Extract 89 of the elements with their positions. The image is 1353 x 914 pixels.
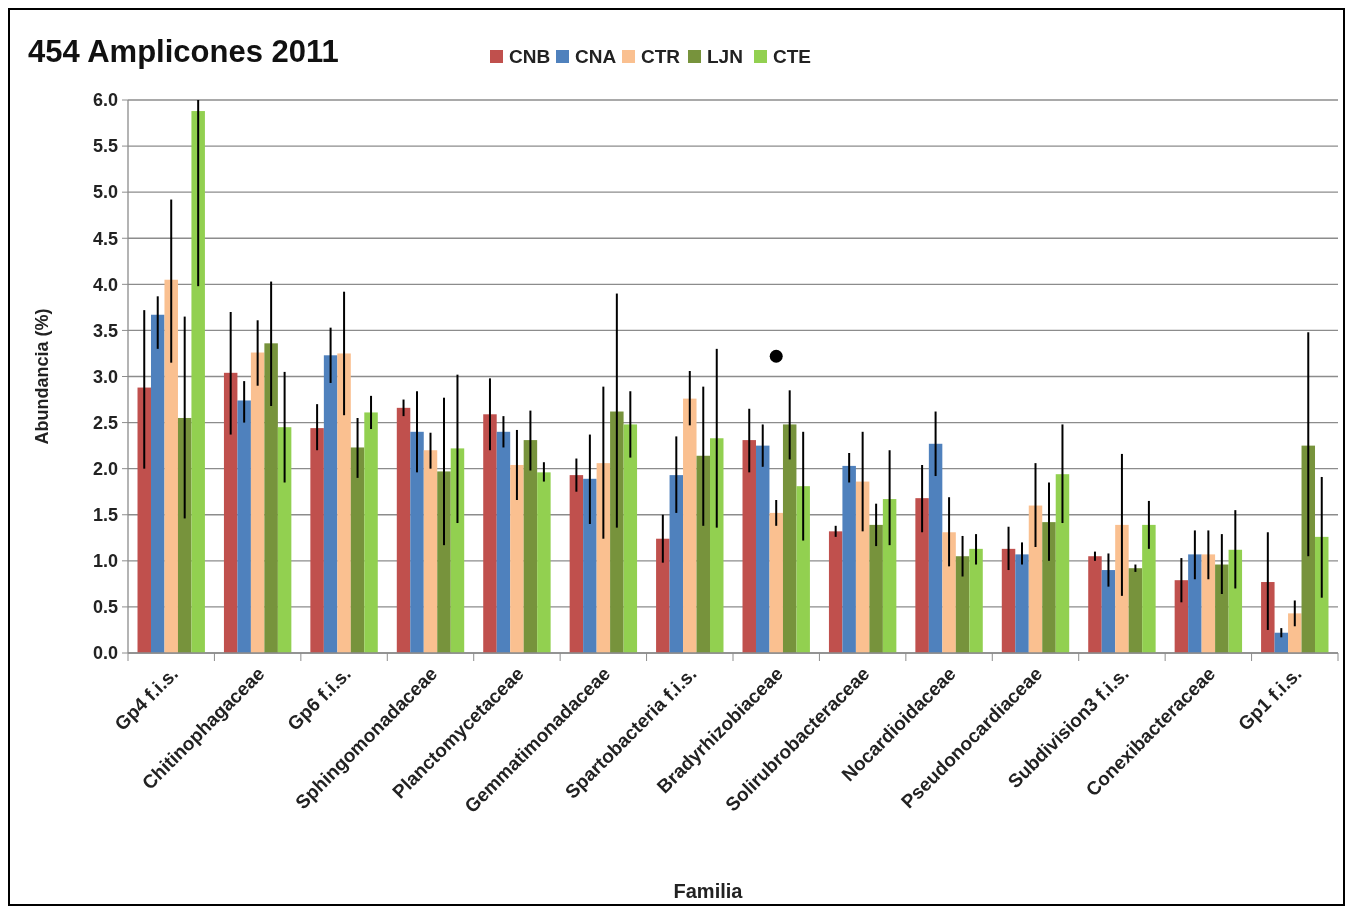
bar [710, 438, 724, 653]
bar [1015, 554, 1029, 653]
bar [1028, 505, 1043, 653]
legend-label: CTR [641, 46, 681, 67]
bar [410, 431, 424, 653]
bar [782, 424, 797, 653]
legend-label: LJN [707, 46, 743, 67]
bar [1115, 524, 1129, 653]
bar [310, 428, 324, 653]
bar [1261, 582, 1275, 653]
bar [1001, 548, 1016, 653]
y-tick-label: 3.5 [92, 320, 118, 341]
bar [942, 532, 956, 653]
x-tick-label: Gp1 f.i.s. [1234, 662, 1306, 735]
bar [250, 352, 265, 653]
bar [969, 548, 983, 653]
bar [1142, 524, 1156, 653]
bar [337, 353, 351, 653]
bar [1228, 549, 1243, 653]
bar [1128, 568, 1143, 653]
y-tick-label: 2.0 [92, 458, 118, 479]
bar [842, 465, 856, 653]
bar [1101, 570, 1116, 653]
bar [669, 475, 684, 653]
bar [915, 498, 929, 653]
bar [1088, 556, 1102, 653]
bar [569, 475, 584, 653]
x-axis-title: Familia [673, 880, 744, 902]
bar [855, 481, 870, 653]
bar [396, 407, 411, 653]
y-tick-label: 6.0 [92, 90, 118, 111]
bar [1215, 564, 1229, 653]
bar [755, 445, 770, 653]
y-tick-label: 3.0 [92, 366, 118, 387]
bar [264, 343, 278, 653]
bar [869, 524, 883, 653]
bar [928, 443, 943, 653]
bar [583, 478, 597, 653]
bar [610, 411, 624, 653]
bar [137, 387, 151, 653]
bar [277, 427, 292, 653]
bar [696, 455, 711, 653]
y-tick-label: 0.5 [92, 597, 118, 618]
y-tick-label: 4.0 [92, 274, 118, 295]
bar [955, 556, 970, 653]
bar [191, 111, 205, 653]
bar [596, 463, 611, 653]
bar [237, 400, 251, 653]
bar [350, 447, 365, 653]
bar [683, 398, 697, 653]
bar [364, 412, 378, 653]
bar [1055, 474, 1070, 653]
bar [1174, 580, 1189, 653]
bar [223, 372, 238, 653]
bar [1288, 613, 1302, 653]
bar [496, 431, 511, 653]
bar [796, 486, 810, 653]
bar [769, 512, 783, 653]
y-tick-label: 4.5 [92, 228, 118, 249]
legend-label: CNB [509, 46, 551, 67]
chart-title: 454 Amplicones 2011 [28, 34, 339, 69]
y-tick-label: 2.5 [92, 412, 118, 433]
bar [1042, 522, 1056, 653]
y-tick-label: 1.0 [92, 551, 118, 572]
y-tick-label: 5.0 [92, 182, 118, 203]
bar [164, 279, 178, 653]
bar [742, 440, 756, 653]
y-tick-label: 5.5 [92, 136, 118, 157]
bar [828, 531, 843, 653]
bar [537, 472, 551, 653]
bar [656, 538, 670, 653]
bar [177, 417, 192, 653]
legend-label: CNA [575, 46, 617, 67]
bar [623, 424, 638, 653]
bar [423, 450, 438, 653]
bar [1188, 554, 1202, 653]
bar [437, 471, 451, 653]
bar [483, 414, 497, 653]
bar [1201, 554, 1216, 653]
y-axis-title: Abundancia (%) [32, 308, 52, 445]
bar [882, 499, 897, 653]
legend-label: CTE [773, 46, 811, 67]
bar [450, 448, 465, 653]
y-tick-label: 0.0 [92, 643, 118, 664]
bar [150, 314, 165, 653]
bar [510, 464, 524, 653]
y-tick-label: 1.5 [92, 505, 118, 526]
bar [323, 355, 338, 653]
bar [523, 440, 538, 653]
